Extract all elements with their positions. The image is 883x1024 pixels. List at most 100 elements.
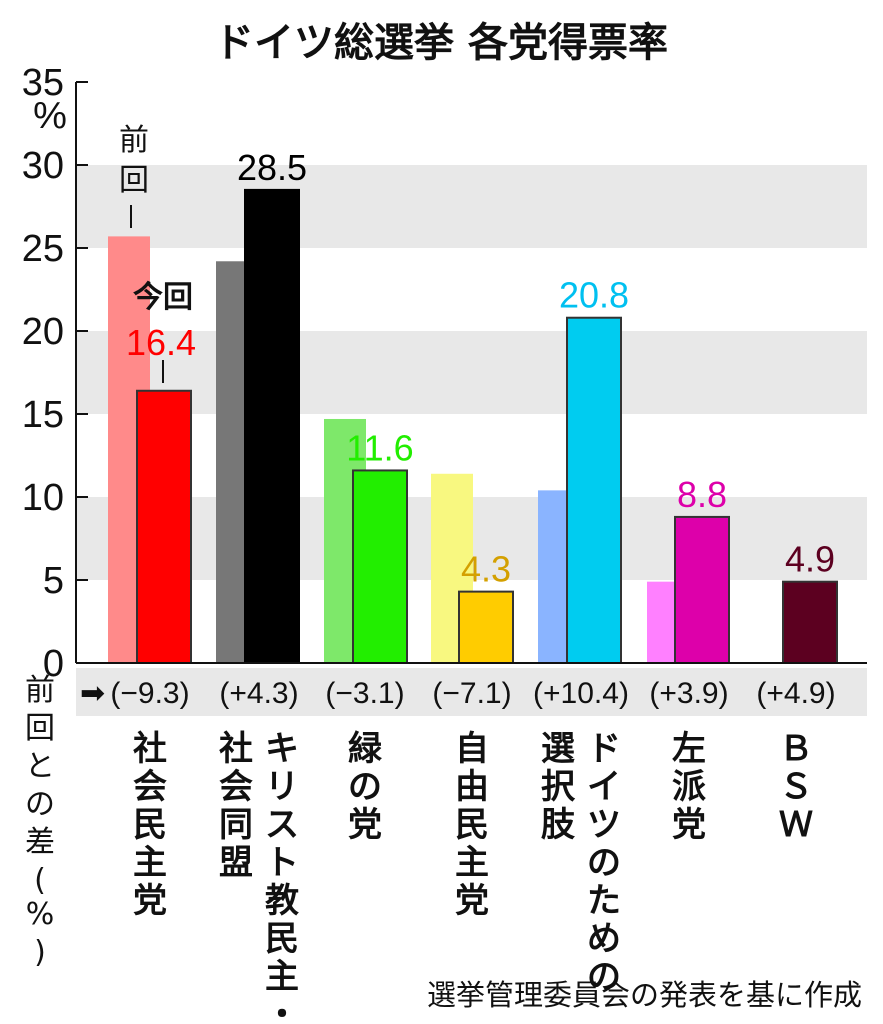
- legend-current-label: 今回: [133, 280, 193, 315]
- svg-text:肢: 肢: [541, 805, 576, 845]
- svg-text:民: 民: [133, 805, 167, 845]
- svg-text:ス: ス: [265, 805, 299, 845]
- svg-text:ト: ト: [265, 843, 299, 883]
- svg-text:由: 由: [455, 767, 489, 807]
- svg-text:民: 民: [265, 919, 299, 959]
- party-label: 左派党: [672, 729, 706, 845]
- y-tick-label: 20: [22, 311, 64, 353]
- bar-value-label: 4.9: [785, 539, 835, 580]
- svg-text:党: 党: [133, 881, 167, 921]
- diff-label: (+10.4): [533, 677, 629, 710]
- party-labels: 社会民主党社会同盟キリスト教民主・緑の党自由民主党選択肢ドイツのための左派党ＢＳ…: [133, 729, 813, 1024]
- party-label: ＢＳＷ: [779, 729, 813, 845]
- svg-text:キ: キ: [265, 729, 299, 769]
- diff-row-label-char: 前: [25, 673, 55, 708]
- grid-band: [76, 331, 867, 414]
- diff-row-label-char: 差: [25, 825, 55, 860]
- bar-current: [566, 316, 622, 664]
- chart-title: ドイツ総選挙 各党得票率: [214, 20, 668, 66]
- svg-text:Ｓ: Ｓ: [779, 767, 813, 807]
- legend-prev-marker: 前回: [119, 123, 149, 228]
- bar-current: [458, 590, 514, 664]
- svg-text:主: 主: [265, 957, 299, 997]
- svg-text:党: 党: [672, 805, 706, 845]
- axes: [75, 82, 867, 664]
- diff-label: (−3.1): [325, 677, 404, 710]
- legend-current-marker: 今回: [133, 280, 193, 383]
- bar-value-label: 4.3: [461, 549, 511, 590]
- y-tick-label: 5: [43, 560, 64, 602]
- y-tick-label: 35: [22, 62, 64, 104]
- svg-text:ツ: ツ: [587, 805, 621, 845]
- svg-text:Ｗ: Ｗ: [779, 805, 813, 845]
- source-note: 選挙管理委員会の発表を基に作成: [427, 978, 862, 1012]
- bar-value-label: 16.4: [126, 322, 196, 363]
- svg-text:左: 左: [672, 729, 706, 769]
- y-tick-label: 0: [43, 643, 64, 685]
- y-unit-label: %: [33, 95, 67, 137]
- svg-text:の: の: [587, 957, 621, 997]
- diff-label: (+4.3): [219, 677, 298, 710]
- grid-band: [76, 165, 867, 248]
- svg-text:・: ・: [265, 995, 299, 1024]
- svg-text:党: 党: [455, 881, 489, 921]
- bar-value-label: 8.8: [677, 474, 727, 515]
- bar-value-label: 11.6: [346, 427, 413, 468]
- bar-current: [136, 389, 192, 664]
- svg-text:会: 会: [133, 767, 167, 807]
- svg-text:Ｂ: Ｂ: [779, 729, 813, 769]
- diff-row-label-char: ): [34, 935, 46, 970]
- svg-text:の: の: [348, 767, 382, 807]
- svg-text:緑: 緑: [348, 729, 383, 769]
- diff-label: (+3.9): [649, 677, 728, 710]
- svg-text:自: 自: [455, 729, 489, 769]
- bar-current: [674, 515, 730, 664]
- arrow-icon: ➡: [80, 676, 105, 711]
- svg-text:社: 社: [219, 729, 253, 769]
- svg-text:択: 択: [541, 767, 576, 807]
- diff-row-label-char: (: [34, 863, 46, 898]
- diff-row-label-char: と: [25, 749, 55, 784]
- svg-text:民: 民: [455, 805, 489, 845]
- svg-text:派: 派: [672, 767, 706, 807]
- svg-text:同: 同: [219, 805, 253, 845]
- svg-text:た: た: [587, 881, 621, 921]
- svg-text:党: 党: [348, 805, 382, 845]
- svg-text:イ: イ: [587, 767, 621, 807]
- diff-row-label-char: の: [25, 787, 55, 822]
- y-tick-label: 25: [22, 228, 64, 270]
- legend-prev-label: 前回: [119, 123, 149, 198]
- diff-row-label-char: 回: [25, 711, 55, 746]
- svg-text:リ: リ: [265, 767, 299, 807]
- diff-row-band: [76, 668, 867, 716]
- bar-value-label: 28.5: [237, 147, 307, 188]
- y-tick-label: 15: [22, 394, 64, 436]
- svg-text:め: め: [587, 919, 621, 959]
- bars: 16.4 28.5 11.6 4.3 20.8 8.8 4.9: [108, 147, 838, 664]
- diff-label: (−7.1): [432, 677, 511, 710]
- svg-text:選: 選: [541, 729, 575, 769]
- y-tick-label: 10: [22, 477, 64, 519]
- diff-row-label-char: %: [26, 897, 55, 932]
- y-tick-label: 30: [22, 145, 64, 187]
- svg-text:教: 教: [265, 881, 299, 921]
- party-label: 緑の党: [348, 729, 383, 845]
- diff-label: (−9.3): [110, 677, 189, 710]
- svg-text:会: 会: [219, 767, 253, 807]
- svg-text:ド: ド: [587, 729, 621, 769]
- svg-text:の: の: [587, 843, 621, 883]
- svg-text:主: 主: [455, 843, 489, 883]
- bar-current: [244, 188, 300, 664]
- bar-value-label: 20.8: [559, 275, 629, 316]
- svg-text:主: 主: [133, 843, 167, 883]
- bar-current: [352, 469, 408, 664]
- svg-text:盟: 盟: [219, 843, 253, 883]
- diff-labels: (−9.3) (+4.3) (−3.1) (−7.1) (+10.4) (+3.9) (+4…: [110, 677, 835, 710]
- diff-label: (+4.9): [756, 677, 835, 710]
